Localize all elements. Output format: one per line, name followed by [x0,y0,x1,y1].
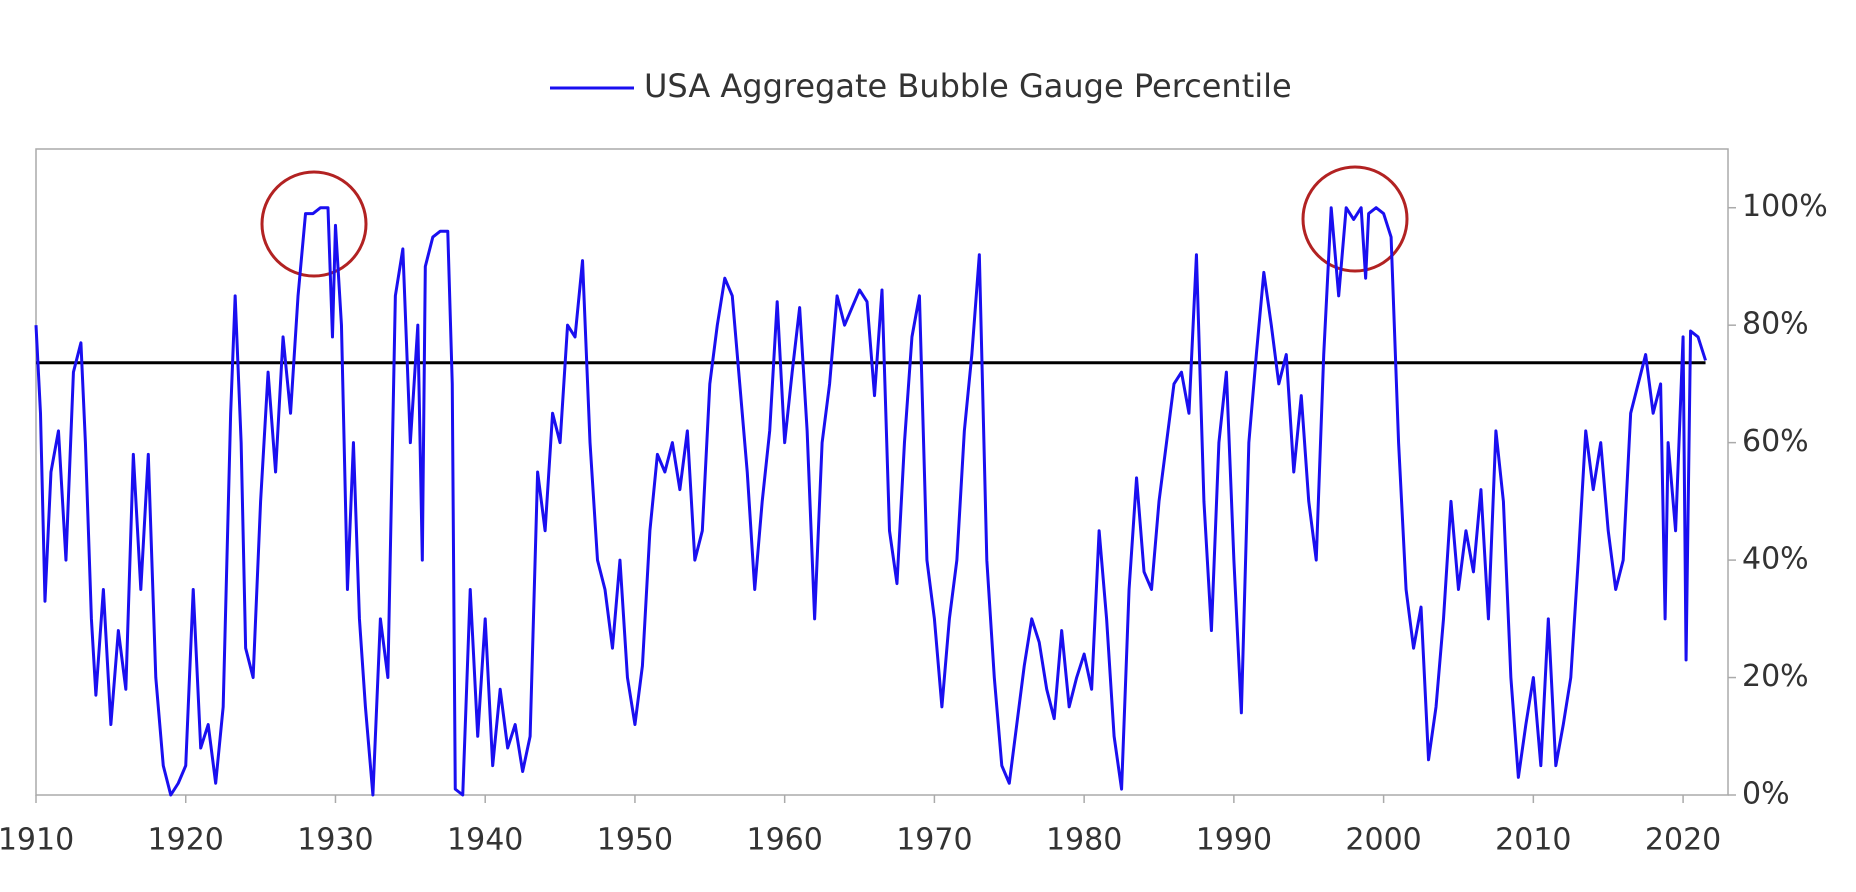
legend-label: USA Aggregate Bubble Gauge Percentile [644,67,1292,105]
y-tick-label: 40% [1742,542,1809,577]
highlight-circle [260,170,368,278]
y-tick-label: 100% [1742,189,1828,224]
x-tick-label: 1970 [896,823,972,858]
x-tick-label: 1910 [0,823,74,858]
x-tick-label: 2000 [1345,823,1421,858]
x-tick-label: 1960 [746,823,822,858]
x-tick-label: 1990 [1196,823,1272,858]
plot-frame [35,148,1729,796]
y-tick-label: 80% [1742,307,1809,342]
highlight-circle [1301,165,1409,273]
x-tick-label: 1920 [148,823,224,858]
data-line [34,206,1707,797]
x-tick-label: 2010 [1495,823,1571,858]
x-tick-label: 1950 [597,823,673,858]
y-tick-label: 0% [1742,777,1790,812]
y-tick-label: 60% [1742,424,1809,459]
x-tick-label: 1940 [447,823,523,858]
x-tick-label: 2020 [1645,823,1721,858]
x-tick-label: 1930 [297,823,373,858]
y-tick-label: 20% [1742,659,1809,694]
x-tick-label: 1980 [1046,823,1122,858]
